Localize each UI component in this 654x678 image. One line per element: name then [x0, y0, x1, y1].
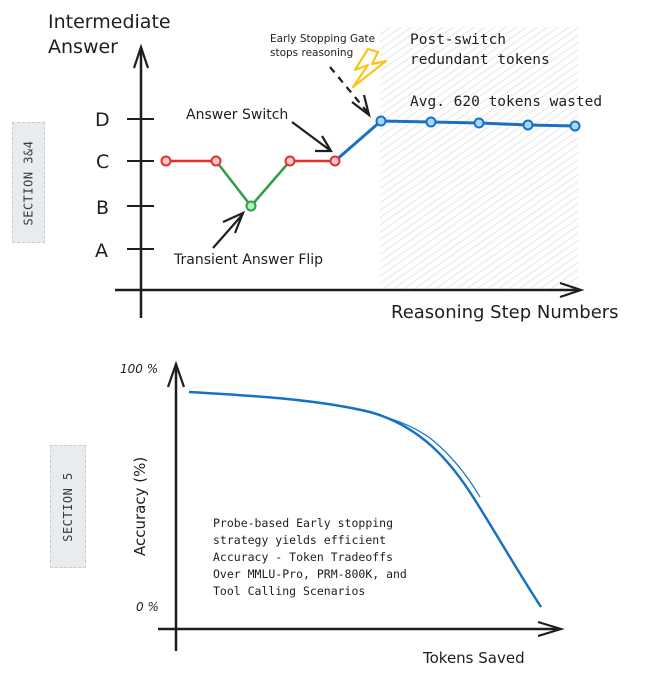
redundant-token-region: [380, 27, 578, 290]
description-line-4: Over MMLU-Pro, PRM-800K, and: [213, 567, 407, 581]
gate-label-line1: Early Stopping Gate: [270, 33, 375, 45]
bottom-x-axis-arrowhead: [537, 620, 565, 638]
tick-label-c: C: [96, 151, 109, 173]
section-5-badge: SECTION 5: [50, 445, 86, 568]
accuracy-curve: [188, 390, 543, 608]
gate-dashed-arrow: [329, 66, 371, 118]
final-answer-line: [334, 119, 576, 163]
y-bottom-label: 0 %: [136, 600, 159, 614]
top-y-axis-title-line1: Intermediate: [48, 11, 171, 33]
top-y-axis-arrowhead: [132, 43, 150, 69]
bottom-x-axis-title: Tokens Saved: [422, 649, 525, 667]
lightning-bolt-icon: [351, 47, 388, 89]
redundant-label-line1: Post-switch: [410, 32, 506, 48]
transient-flip-line: [215, 160, 291, 208]
description-line-1: Probe-based Early stopping: [213, 516, 393, 530]
data-points: [160, 115, 581, 212]
bottom-y-axis-arrowhead: [166, 360, 186, 388]
tick-label-a: A: [95, 240, 108, 262]
description-text: Probe-based Early stopping strategy yiel…: [213, 516, 407, 598]
bottom-y-axis-title: Accuracy (%): [131, 457, 149, 556]
transient-flip-arrow: [212, 210, 246, 249]
tick-label-d: D: [95, 109, 110, 131]
redundant-label-line2: redundant tokens: [410, 52, 550, 68]
top-x-axis-title: Reasoning Step Numbers: [391, 302, 619, 323]
transient-flip-label: Transient Answer Flip: [173, 252, 323, 268]
description-line-2: strategy yields efficient: [213, 533, 386, 547]
gate-label-line2: stops reasoning: [270, 47, 353, 59]
section-3-4-badge: SECTION 3&4: [12, 122, 45, 243]
answer-switch-label: Answer Switch: [186, 107, 288, 123]
accuracy-curve-sketch: [299, 400, 481, 498]
top-x-axis-arrowhead: [559, 281, 585, 299]
description-line-5: Tool Calling Scenarios: [213, 584, 365, 598]
top-y-axis-title-line2: Answer: [48, 36, 118, 58]
answer-switch-arrow: [291, 121, 333, 153]
wasted-tokens-label: Avg. 620 tokens wasted: [410, 94, 602, 110]
y-top-label: 100 %: [120, 362, 158, 376]
bottom-chart: 100 % 0 % Accuracy (%) Tokens Saved Prob…: [120, 360, 565, 667]
tick-label-b: B: [96, 197, 109, 219]
top-chart: Intermediate Answer D C B A Reasoning St…: [48, 11, 619, 323]
description-line-3: Accuracy - Token Tradeoffs: [213, 550, 393, 564]
